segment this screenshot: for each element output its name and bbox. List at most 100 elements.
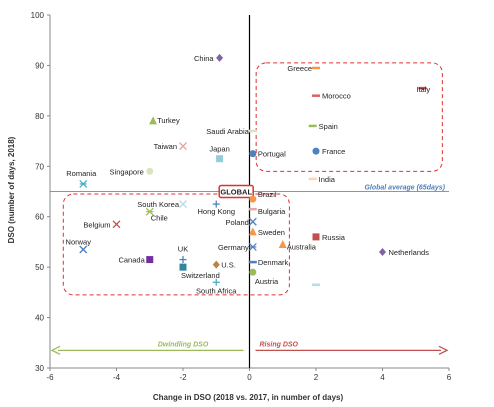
point-marker (112, 220, 121, 229)
point-marker (278, 239, 287, 248)
x-axis-title: Change in DSO (2018 vs. 2017, in number … (153, 393, 344, 402)
data-point-bulgaria: Bulgaria (248, 207, 286, 216)
point-marker (179, 200, 187, 209)
data-label-saudi-arabia: Saudi Arabia (206, 127, 249, 136)
point-marker (249, 268, 257, 276)
y-tick-label: 80 (35, 112, 44, 121)
data-label-france: France (322, 147, 345, 156)
point-marker (312, 233, 320, 241)
data-point-australia: Australia (278, 239, 317, 251)
arrow-dwindling-dso: Dwindling DSO (50, 341, 244, 355)
point-marker (249, 150, 257, 158)
data-label-norway: Norway (66, 237, 92, 246)
data-point-france: France (312, 147, 345, 156)
data-point-taiwan: Taiwan (154, 142, 187, 151)
data-label-uk: UK (178, 245, 188, 254)
data-point-china: China (194, 53, 224, 63)
arrow-head (50, 345, 61, 355)
data-label-canada: Canada (118, 256, 145, 265)
arrow-label: Rising DSO (260, 341, 299, 348)
data-point-india: India (308, 175, 336, 184)
global-average-line: Global average (65days) GLOBAL (50, 184, 449, 199)
data-label-germany: Germany (218, 243, 249, 252)
x-tick-label: -4 (113, 373, 121, 382)
point-marker (179, 142, 187, 151)
data-label-south-africa: South Africa (196, 286, 237, 295)
data-point-greece: Greece (287, 64, 320, 73)
data-label-netherlands: Netherlands (389, 248, 430, 257)
trend-arrows: Dwindling DSO Rising DSO (50, 341, 449, 355)
data-point-saudi-arabia: Saudi Arabia (206, 127, 257, 136)
data-point-south-africa: South Africa (196, 278, 237, 295)
point-marker (149, 116, 158, 125)
global-box (218, 184, 254, 199)
data-label-turkey: Turkey (157, 116, 180, 125)
data-label-italy: Italy (416, 85, 430, 94)
point-marker (379, 248, 386, 257)
global-average-label: Global average (65days) (364, 185, 445, 192)
data-point-south-korea: South Korea (137, 200, 187, 209)
x-tick-label: 6 (447, 373, 452, 382)
data-point-turkey: Turkey (149, 116, 180, 125)
x-tick-label: -2 (179, 373, 187, 382)
data-point-brazil: Brazil (249, 190, 277, 203)
data-label-morocco: Morocco (322, 92, 351, 101)
data-label-greece: Greece (287, 64, 312, 73)
data-label-spain: Spain (319, 122, 338, 131)
data-point-austria: Austria (249, 268, 279, 286)
data-label-brazil: Brazil (258, 190, 277, 199)
point-marker (216, 155, 224, 163)
data-label-switzerland: Switzerland (181, 271, 220, 280)
y-tick-label: 40 (35, 314, 44, 323)
data-label-portugal: Portugal (258, 150, 286, 159)
point-marker (248, 217, 257, 226)
data-label-chile: Chile (151, 214, 168, 223)
point-marker (179, 263, 187, 271)
arrow-rising-dso: Rising DSO (255, 341, 449, 355)
point-marker (212, 260, 220, 269)
point-marker (248, 227, 257, 236)
data-label-bulgaria: Bulgaria (258, 207, 286, 216)
y-tick-label: 70 (35, 162, 44, 171)
data-point-u-s: U.S. (212, 260, 236, 270)
data-point-chile: Chile (145, 207, 168, 223)
data-point-russia: Russia (312, 233, 346, 242)
y-tick-label: 60 (35, 213, 44, 222)
data-point-portugal: Portugal (249, 150, 286, 159)
point-marker (312, 147, 320, 155)
arrow-head (438, 345, 449, 355)
point-marker (146, 167, 154, 175)
x-tick-label: 4 (380, 373, 385, 382)
data-label-austria: Austria (255, 277, 279, 286)
y-tick-label: 100 (31, 11, 45, 20)
y-tick-label: 90 (35, 61, 44, 70)
point-marker (216, 53, 224, 62)
arrow-label: Dwindling DSO (158, 341, 209, 348)
data-label-australia: Australia (287, 242, 317, 251)
data-point-norway: Norway (66, 237, 92, 254)
point-marker (79, 245, 88, 254)
point-marker (146, 256, 154, 264)
data-point-germany: Germany (218, 243, 257, 252)
point-marker (249, 195, 257, 203)
data-point-uk: UK (178, 245, 188, 264)
data-points: China Greece Italy Morocco Turkey Spain Saudi … (66, 53, 430, 295)
data-label-japan: Japan (209, 145, 229, 154)
data-point-singapore: Singapore (110, 167, 154, 176)
rising-high-dso-box (255, 62, 443, 172)
data-point-switzerland: Switzerland (179, 263, 220, 280)
y-tick-label: 30 (35, 364, 44, 373)
data-label-singapore: Singapore (110, 167, 144, 176)
data-point-morocco: Morocco (312, 92, 351, 101)
data-label-denmark: Denmark (258, 258, 289, 267)
data-label-india: India (319, 175, 336, 184)
data-point-belgium: Belgium (83, 220, 121, 229)
data-label-u-s: U.S. (221, 261, 236, 270)
data-label-poland: Poland (225, 218, 248, 227)
data-label-sweden: Sweden (258, 228, 285, 237)
data-label-taiwan: Taiwan (154, 142, 177, 151)
data-label-china: China (194, 54, 214, 63)
x-tick-label: 2 (314, 373, 319, 382)
data-label-hong-kong: Hong Kong (197, 207, 235, 216)
